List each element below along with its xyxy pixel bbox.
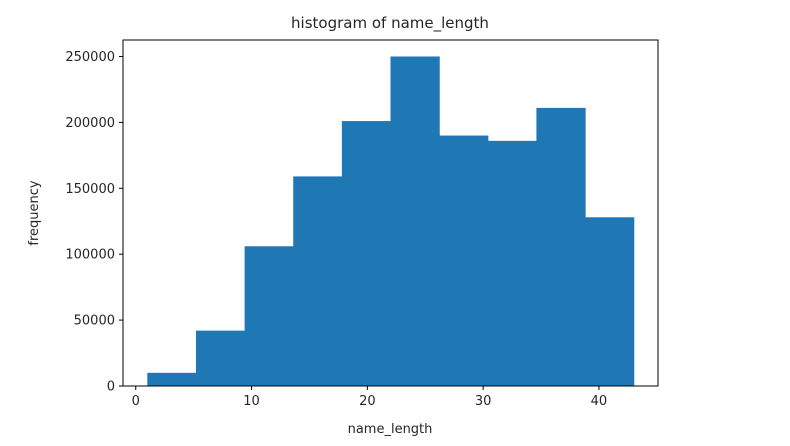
bars-group bbox=[147, 56, 635, 387]
histogram-bar-7 bbox=[439, 135, 489, 386]
y-tick-label: 50000 bbox=[74, 314, 115, 329]
histogram-bar-2 bbox=[195, 330, 246, 386]
y-tick-label: 150000 bbox=[65, 182, 115, 197]
x-axis-ticks: 0 10 20 30 40 bbox=[132, 386, 608, 409]
histogram-bar-5 bbox=[341, 121, 392, 386]
y-tick-label: 250000 bbox=[65, 50, 115, 65]
plot-frame bbox=[122, 39, 659, 387]
x-tick-label: 20 bbox=[359, 394, 376, 409]
histogram-bar-6 bbox=[390, 56, 440, 386]
x-tick-label: 10 bbox=[243, 394, 260, 409]
y-axis-ticks: 0 50000 100000 150000 200000 250000 bbox=[65, 50, 123, 395]
histogram-bar-3 bbox=[244, 246, 294, 386]
chart-title: histogram of name_length bbox=[291, 14, 489, 33]
histogram-bar-8 bbox=[487, 140, 538, 386]
histogram-bar-9 bbox=[536, 107, 586, 387]
y-axis-label: frequency bbox=[27, 180, 42, 246]
x-axis-label: name_length bbox=[348, 422, 433, 437]
y-tick-label: 200000 bbox=[65, 116, 115, 131]
x-tick-label: 40 bbox=[591, 394, 608, 409]
histogram-bar-4 bbox=[293, 176, 343, 386]
x-tick-label: 0 bbox=[132, 394, 140, 409]
y-tick-label: 100000 bbox=[65, 248, 115, 263]
histogram-bar-1 bbox=[147, 372, 197, 386]
y-tick-label: 0 bbox=[107, 380, 115, 395]
x-tick-label: 30 bbox=[475, 394, 492, 409]
histogram-bar-10 bbox=[585, 217, 635, 386]
